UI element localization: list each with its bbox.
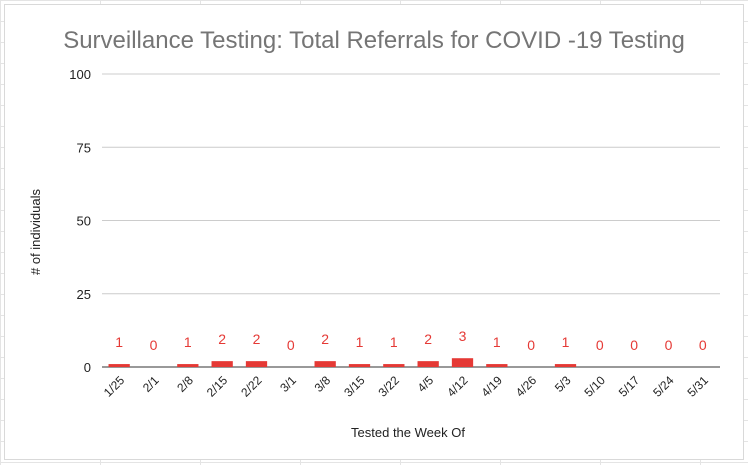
data-label: 1 <box>493 334 501 350</box>
bar <box>383 364 405 367</box>
y-tick-label: 25 <box>77 287 91 302</box>
gridlines <box>102 73 720 368</box>
y-tick-label: 50 <box>77 214 91 229</box>
data-label: 0 <box>527 337 535 353</box>
data-label: 1 <box>562 334 570 350</box>
x-tick-label: 5/17 <box>616 373 643 400</box>
bar <box>348 364 371 367</box>
x-tick-label: 4/12 <box>444 373 471 400</box>
bar <box>417 361 439 367</box>
x-tick-label: 4/19 <box>479 373 506 400</box>
data-label: 1 <box>184 334 192 350</box>
data-labels: 1 0 1 2 2 0 2 1 1 2 3 1 0 1 0 0 0 0 <box>115 328 707 353</box>
y-tick-label: 0 <box>84 360 91 375</box>
bars <box>108 358 577 367</box>
data-label: 0 <box>630 337 638 353</box>
data-label: 2 <box>253 331 261 347</box>
data-label: 1 <box>390 334 398 350</box>
chart-card <box>4 4 744 460</box>
data-label: 2 <box>218 331 226 347</box>
x-tick-label: 2/15 <box>204 373 231 400</box>
bar <box>108 364 130 367</box>
x-axis-ticks: 1/25 2/1 2/8 2/15 2/22 3/1 3/8 3/15 3/22 4/5 4/12 4… <box>101 373 711 400</box>
x-tick-label: 2/8 <box>174 373 196 395</box>
x-tick-label: 3/1 <box>277 373 299 395</box>
x-tick-label: 4/5 <box>415 373 437 395</box>
bar <box>486 364 508 367</box>
data-label: 2 <box>321 331 329 347</box>
y-tick-label: 100 <box>69 67 91 82</box>
bar <box>451 358 474 367</box>
x-tick-label: 1/25 <box>101 373 128 400</box>
x-tick-label: 2/1 <box>140 373 162 395</box>
bar <box>554 364 577 367</box>
x-tick-label: 5/24 <box>650 373 677 400</box>
data-label: 0 <box>596 337 604 353</box>
data-label: 3 <box>459 328 467 344</box>
bar <box>314 361 336 367</box>
data-label: 0 <box>287 337 295 353</box>
y-axis-title: # of individuals <box>28 189 43 275</box>
x-tick-label: 3/15 <box>341 373 368 400</box>
x-axis-title: Tested the Week Of <box>351 425 465 440</box>
y-axis-ticks: 0 25 50 75 100 <box>69 67 91 375</box>
x-tick-label: 4/26 <box>513 373 540 400</box>
data-label: 1 <box>356 334 364 350</box>
x-tick-label: 3/8 <box>312 373 334 395</box>
bar <box>177 364 199 367</box>
data-label: 0 <box>665 337 673 353</box>
data-label: 2 <box>424 331 432 347</box>
data-label: 1 <box>115 334 123 350</box>
data-label: 0 <box>150 337 158 353</box>
data-label: 0 <box>699 337 707 353</box>
x-tick-label: 5/10 <box>582 373 609 400</box>
y-tick-label: 75 <box>77 140 91 155</box>
bar <box>245 361 268 367</box>
x-tick-label: 2/22 <box>238 373 265 400</box>
x-tick-label: 3/22 <box>376 373 403 400</box>
x-tick-label: 5/3 <box>552 373 574 395</box>
chart-title: Surveillance Testing: Total Referrals fo… <box>63 27 685 54</box>
x-tick-label: 5/31 <box>685 373 712 400</box>
bar <box>211 361 233 367</box>
